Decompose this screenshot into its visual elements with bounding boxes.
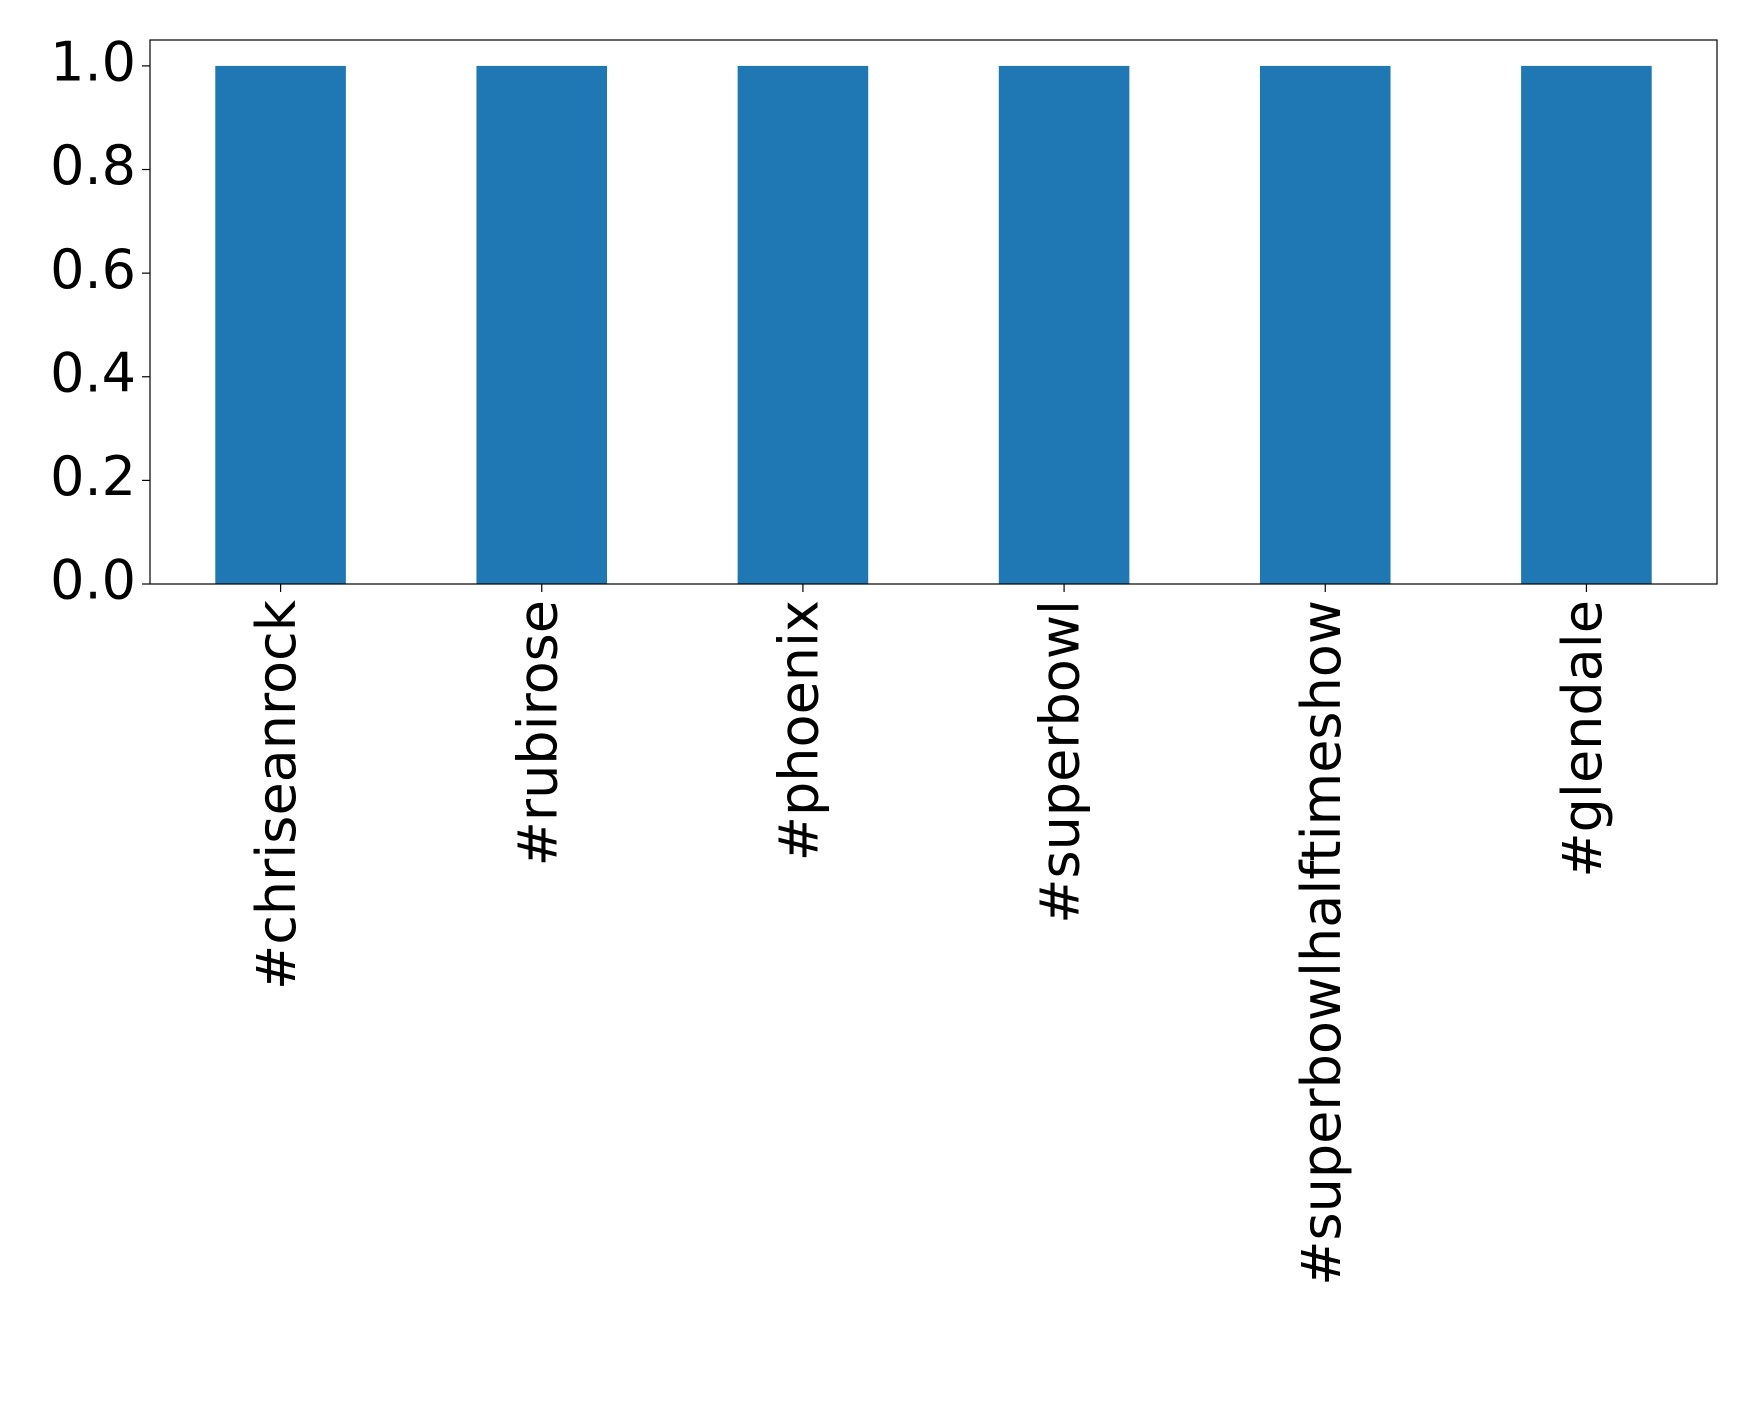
x-tick-label: #phoenix xyxy=(768,600,831,861)
y-tick-label: 0.4 xyxy=(50,341,136,404)
bar xyxy=(998,65,1130,584)
x-tick-label: #superbowlhalftimeshow xyxy=(1290,600,1353,1286)
y-tick-label: 0.6 xyxy=(50,238,136,301)
bar xyxy=(215,65,346,584)
plot-frame xyxy=(149,39,1718,585)
x-tick-label: #superbowl xyxy=(1029,600,1092,924)
x-tick-label: #chriseanrock xyxy=(245,599,308,990)
bar xyxy=(476,65,608,584)
x-tick-label: #glendale xyxy=(1551,600,1614,878)
bar xyxy=(737,65,869,584)
y-tick-label: 0.0 xyxy=(50,549,136,612)
x-tick-label: #rubirose xyxy=(506,600,569,866)
bar xyxy=(1521,65,1652,584)
bar xyxy=(1259,65,1391,584)
y-tick-label: 1.0 xyxy=(50,31,136,94)
y-tick-label: 0.2 xyxy=(50,445,136,508)
y-tick-label: 0.8 xyxy=(50,134,136,197)
